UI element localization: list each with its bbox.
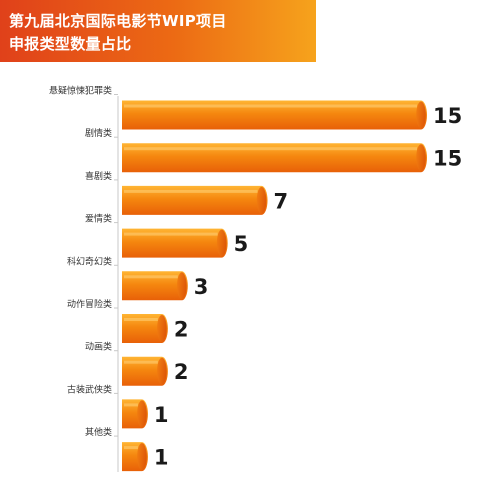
data-label: 2 xyxy=(174,318,189,342)
bar-highlight xyxy=(124,275,178,279)
category-label: 动作冒险类 xyxy=(67,298,112,310)
bar-highlight xyxy=(124,446,138,450)
chart-title-line-2: 申报类型数量占比 xyxy=(9,35,132,53)
bar-body xyxy=(122,271,188,301)
bar xyxy=(122,356,168,386)
data-label: 3 xyxy=(194,275,209,299)
bar-highlight xyxy=(124,403,138,407)
bar xyxy=(122,399,148,429)
bar-end-cap xyxy=(416,144,426,172)
category-label: 动画类 xyxy=(85,341,112,353)
bar xyxy=(122,185,268,215)
bar-end-cap xyxy=(137,400,147,428)
title-banner: 第九届北京国际电影节WIP项目 申报类型数量占比 xyxy=(0,0,316,62)
bar-body xyxy=(122,100,427,130)
bar-highlight xyxy=(124,189,258,193)
category-label: 悬疑惊悚犯罪类 xyxy=(49,85,112,97)
bar xyxy=(122,271,188,301)
bar-end-cap xyxy=(157,315,167,342)
bar-end-cap xyxy=(216,229,227,257)
data-label: 7 xyxy=(274,189,289,213)
bar-end-cap xyxy=(256,186,267,214)
category-label: 科幻奇幻类 xyxy=(67,255,112,267)
bar-end-cap xyxy=(157,357,167,385)
bar-highlight xyxy=(124,147,417,151)
data-label: 1 xyxy=(154,446,169,470)
bar-body xyxy=(122,228,228,258)
bar-end-cap xyxy=(416,101,426,129)
bar-highlight xyxy=(124,360,158,364)
data-label: 5 xyxy=(234,232,249,256)
category-label: 喜剧类 xyxy=(85,170,112,182)
data-label: 15 xyxy=(433,104,462,128)
category-label: 其他类 xyxy=(85,426,112,438)
data-label: 15 xyxy=(433,147,462,171)
category-label: 爱情类 xyxy=(85,213,112,225)
bar-end-cap xyxy=(177,272,187,300)
chart-title-line-1: 第九届北京国际电影节WIP项目 xyxy=(9,12,227,30)
bar xyxy=(122,143,428,173)
bar-body xyxy=(122,185,268,215)
bar xyxy=(122,100,427,130)
category-label: 古装武侠类 xyxy=(67,383,112,395)
bar-highlight xyxy=(124,104,417,108)
bar-highlight xyxy=(124,232,218,236)
bar xyxy=(122,228,228,258)
data-label: 2 xyxy=(174,360,189,384)
bar xyxy=(122,314,168,343)
bar xyxy=(122,442,148,472)
bar-body xyxy=(122,314,168,343)
bar-body xyxy=(122,356,168,386)
category-label: 剧情类 xyxy=(85,127,112,139)
bar-highlight xyxy=(124,318,158,321)
bar-end-cap xyxy=(137,443,147,471)
data-label: 1 xyxy=(154,403,169,427)
bar-body xyxy=(122,143,428,173)
